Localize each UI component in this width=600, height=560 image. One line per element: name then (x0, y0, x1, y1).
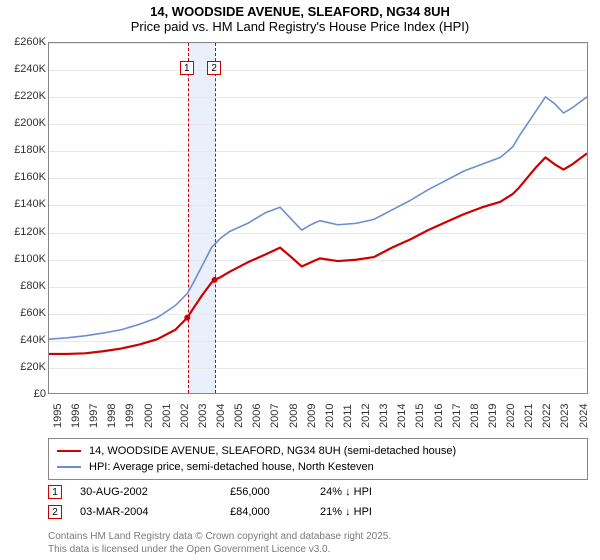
xtick-label: 2018 (469, 404, 481, 428)
ytick-label: £160K (2, 171, 46, 183)
sales-row-2: 2 03-MAR-2004 £84,000 21% ↓ HPI (48, 502, 588, 522)
sales-marker-1: 1 (48, 485, 62, 499)
xtick-label: 2021 (523, 404, 535, 428)
title-subtitle: Price paid vs. HM Land Registry's House … (0, 19, 600, 34)
ytick-label: £200K (2, 117, 46, 129)
xtick-label: 1998 (106, 404, 118, 428)
xtick-label: 1999 (124, 404, 136, 428)
series-hpi (49, 97, 587, 339)
ytick-label: £240K (2, 63, 46, 75)
xtick-label: 1995 (52, 404, 64, 428)
title-address: 14, WOODSIDE AVENUE, SLEAFORD, NG34 8UH (0, 4, 600, 19)
sales-delta-1: 24% ↓ HPI (320, 486, 372, 498)
ytick-label: £100K (2, 253, 46, 265)
series-property (49, 153, 587, 354)
legend: 14, WOODSIDE AVENUE, SLEAFORD, NG34 8UH … (48, 438, 588, 480)
ytick-label: £40K (2, 334, 46, 346)
xtick-label: 2012 (360, 404, 372, 428)
xtick-label: 2011 (342, 404, 354, 428)
xtick-label: 2006 (251, 404, 263, 428)
xtick-label: 2008 (288, 404, 300, 428)
legend-label-hpi: HPI: Average price, semi-detached house,… (89, 461, 374, 473)
xtick-label: 2024 (578, 404, 590, 428)
ytick-label: £220K (2, 90, 46, 102)
xtick-label: 2001 (161, 404, 173, 428)
ytick-label: £260K (2, 36, 46, 48)
chart-container: 14, WOODSIDE AVENUE, SLEAFORD, NG34 8UH … (0, 0, 600, 560)
sales-marker-2: 2 (48, 505, 62, 519)
xtick-label: 2005 (233, 404, 245, 428)
xtick-label: 2016 (433, 404, 445, 428)
xtick-label: 2004 (215, 404, 227, 428)
xtick-label: 2002 (179, 404, 191, 428)
xtick-label: 2020 (505, 404, 517, 428)
sales-price-2: £84,000 (230, 506, 320, 518)
ytick-label: £120K (2, 226, 46, 238)
ytick-label: £80K (2, 280, 46, 292)
xtick-label: 1997 (88, 404, 100, 428)
title-block: 14, WOODSIDE AVENUE, SLEAFORD, NG34 8UH … (0, 0, 600, 36)
sales-row-1: 1 30-AUG-2002 £56,000 24% ↓ HPI (48, 482, 588, 502)
ytick-label: £140K (2, 198, 46, 210)
legend-label-property: 14, WOODSIDE AVENUE, SLEAFORD, NG34 8UH … (89, 445, 456, 457)
xtick-label: 2022 (541, 404, 553, 428)
xtick-label: 2000 (143, 404, 155, 428)
sales-price-1: £56,000 (230, 486, 320, 498)
legend-swatch-property (57, 450, 81, 453)
legend-row-hpi: HPI: Average price, semi-detached house,… (57, 459, 579, 475)
sales-delta-2: 21% ↓ HPI (320, 506, 372, 518)
xtick-label: 1996 (70, 404, 82, 428)
series-svg (49, 43, 587, 393)
xtick-label: 2014 (396, 404, 408, 428)
ytick-label: £0 (2, 388, 46, 400)
sales-date-1: 30-AUG-2002 (80, 486, 230, 498)
xtick-label: 2017 (451, 404, 463, 428)
legend-swatch-hpi (57, 466, 81, 468)
attribution-line2: This data is licensed under the Open Gov… (48, 544, 588, 557)
legend-row-property: 14, WOODSIDE AVENUE, SLEAFORD, NG34 8UH … (57, 443, 579, 459)
ytick-label: £180K (2, 144, 46, 156)
xtick-label: 2003 (197, 404, 209, 428)
ytick-label: £60K (2, 307, 46, 319)
ytick-label: £20K (2, 361, 46, 373)
sale-dot (212, 277, 218, 283)
xtick-label: 2023 (559, 404, 571, 428)
sales-table: 1 30-AUG-2002 £56,000 24% ↓ HPI 2 03-MAR… (48, 482, 588, 522)
attribution: Contains HM Land Registry data © Crown c… (48, 531, 588, 556)
sale-dot (184, 315, 190, 321)
xtick-label: 2019 (487, 404, 499, 428)
xtick-label: 2009 (306, 404, 318, 428)
attribution-line1: Contains HM Land Registry data © Crown c… (48, 531, 588, 544)
xtick-label: 2007 (269, 404, 281, 428)
xtick-label: 2015 (414, 404, 426, 428)
sales-date-2: 03-MAR-2004 (80, 506, 230, 518)
chart-plot-area: 12 (48, 42, 588, 394)
xtick-label: 2013 (378, 404, 390, 428)
xtick-label: 2010 (324, 404, 336, 428)
